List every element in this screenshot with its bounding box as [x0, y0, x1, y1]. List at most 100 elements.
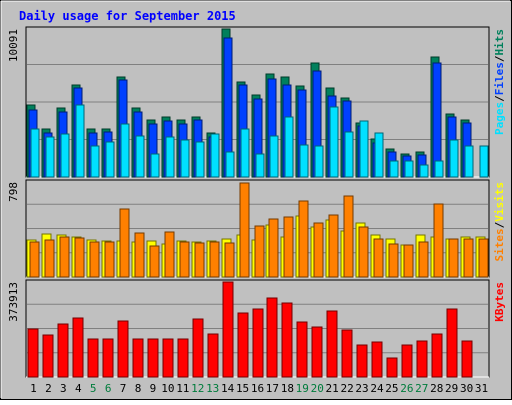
day-label-19: 19: [296, 382, 309, 395]
bar-sites-day-6: [104, 241, 115, 278]
bar-sites-day-3: [59, 236, 70, 278]
bar-kbytes-day-7: [117, 320, 129, 378]
bar-sites-day-19: [298, 200, 309, 278]
bar-kbytes-day-17: [266, 297, 278, 378]
bar-sites-day-10: [164, 231, 175, 278]
legend-hits-files-pages: Pages/Files/Hits: [493, 29, 506, 135]
bar-pages-day-3: [60, 133, 70, 178]
legend-visits-sites: Sites/Visits: [493, 182, 506, 262]
bar-pages-day-30: [464, 145, 474, 178]
bar-kbytes-day-6: [102, 338, 114, 378]
bar-sites-day-1: [29, 241, 40, 278]
day-label-12: 12: [191, 382, 204, 395]
day-labels: 1 2 3 4 5 6 7 8 9 10 11 12 13 14 15 16 17 18 19 20 21 22 23 24 2…: [30, 382, 488, 395]
bar-kbytes-day-3: [57, 323, 69, 378]
chart-title: Daily usage for September 2015: [19, 9, 236, 23]
day-label-22: 22: [340, 382, 353, 395]
panel-visits-sites: 798 Sites/Visits: [7, 179, 506, 278]
bar-kbytes-day-19: [296, 321, 308, 378]
bar-kbytes-day-16: [252, 308, 264, 378]
day-label-2: 2: [45, 382, 52, 395]
legend-separator: /: [493, 221, 506, 228]
bar-kbytes-day-9: [147, 338, 159, 378]
legend-entry-kbytes: KBytes: [493, 282, 506, 322]
bar-sites-day-8: [134, 232, 145, 278]
bar-sites-day-14: [224, 242, 235, 278]
day-label-25: 25: [385, 382, 398, 395]
bar-kbytes-day-30: [461, 340, 473, 378]
bar-kbytes-day-5: [87, 338, 99, 378]
bar-kbytes-day-24: [371, 341, 383, 378]
day-label-3: 3: [60, 382, 67, 395]
bar-kbytes-day-11: [177, 338, 189, 378]
day-label-9: 9: [150, 382, 157, 395]
bar-pages-day-22: [344, 131, 354, 178]
bar-sites-day-16: [254, 225, 265, 278]
bar-sites-day-21: [328, 214, 339, 278]
bar-pages-day-31: [479, 145, 489, 178]
day-label-18: 18: [281, 382, 294, 395]
bar-pages-day-5: [90, 145, 100, 178]
bar-pages-day-17: [269, 135, 279, 178]
bar-pages-day-19: [299, 144, 309, 178]
day-label-26: 26: [400, 382, 413, 395]
bar-sites-day-9: [149, 245, 160, 278]
bar-pages-day-12: [195, 141, 205, 178]
day-label-17: 17: [266, 382, 279, 395]
bar-kbytes-day-27: [416, 340, 428, 378]
bar-sites-day-28: [433, 203, 444, 278]
day-label-8: 8: [135, 382, 142, 395]
legend-entry-pages: Pages: [493, 102, 506, 135]
bar-pages-day-14: [225, 151, 235, 178]
bar-pages-day-16: [255, 153, 265, 178]
ymax-label: 10091: [7, 29, 20, 62]
day-label-31: 31: [475, 382, 488, 395]
bar-sites-day-22: [343, 195, 354, 278]
bar-sites-day-12: [194, 242, 205, 278]
bar-sites-day-24: [373, 238, 384, 278]
bar-sites-day-23: [358, 226, 369, 278]
bar-pages-day-11: [180, 139, 190, 178]
day-label-21: 21: [326, 382, 339, 395]
day-label-27: 27: [415, 382, 428, 395]
bar-pages-day-28: [434, 160, 444, 178]
panel-hits-files-pages: 10091 Pages/Files/Hits: [7, 26, 506, 178]
bar-sites-day-29: [448, 238, 459, 278]
bar-pages-day-8: [135, 135, 145, 178]
legend-entry-sites: Sites: [493, 228, 506, 261]
day-label-1: 1: [30, 382, 37, 395]
bar-kbytes-day-21: [326, 310, 338, 378]
bar-pages-day-26: [404, 160, 414, 178]
legend-separator: /: [493, 95, 506, 102]
bar-files-day-28: [432, 62, 442, 178]
bar-pages-day-9: [150, 153, 160, 178]
bar-kbytes-day-10: [162, 338, 174, 378]
bar-sites-day-17: [268, 218, 279, 278]
bar-kbytes-day-13: [207, 333, 219, 378]
bar-sites-day-26: [403, 244, 414, 278]
ymax-label: 373913: [7, 282, 20, 322]
day-label-23: 23: [355, 382, 368, 395]
bar-sites-day-15: [239, 182, 250, 278]
bar-pages-day-10: [165, 136, 175, 178]
bar-sites-day-13: [209, 241, 220, 278]
bar-pages-day-13: [210, 133, 220, 178]
day-label-11: 11: [176, 382, 189, 395]
bar-pages-day-1: [30, 128, 40, 178]
bar-pages-day-23: [359, 120, 369, 178]
bar-kbytes-day-8: [132, 338, 144, 378]
bar-kbytes-day-15: [237, 312, 249, 378]
bar-sites-day-20: [313, 222, 324, 278]
bar-sites-day-27: [418, 241, 429, 278]
day-label-7: 7: [120, 382, 127, 395]
day-label-4: 4: [75, 382, 82, 395]
bar-kbytes-day-28: [431, 333, 443, 378]
day-label-5: 5: [90, 382, 97, 395]
bar-sites-day-2: [44, 239, 55, 278]
legend-kbytes: KBytes: [493, 282, 506, 322]
bar-sites-day-30: [463, 238, 474, 278]
day-label-24: 24: [370, 382, 384, 395]
bar-sites-day-4: [74, 237, 85, 278]
bar-sites-day-18: [283, 216, 294, 278]
legend-entry-visits: Visits: [493, 182, 506, 222]
